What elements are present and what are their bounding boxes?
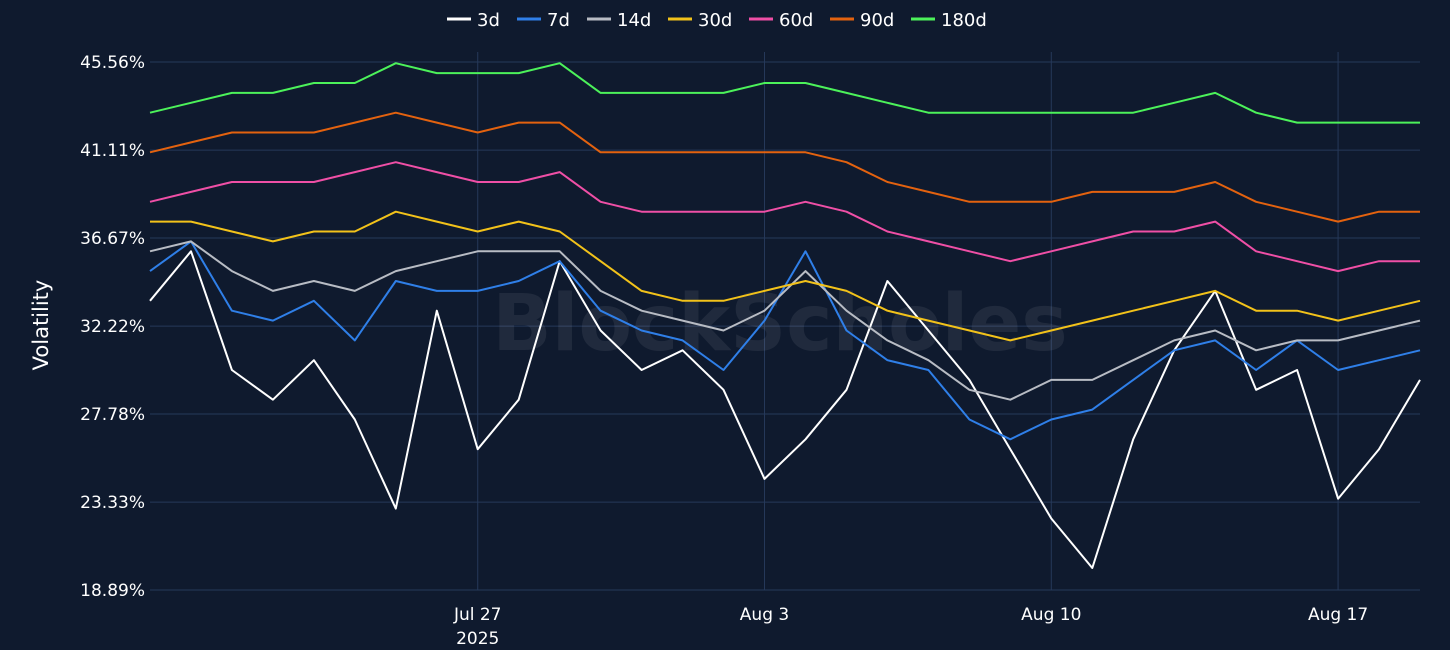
legend-item-30d[interactable]: 30d <box>668 10 732 31</box>
x-tick-sublabel: 2025 <box>456 629 499 649</box>
x-tick-label: Aug 10 <box>1021 605 1081 625</box>
x-tick-label: Jul 27 <box>453 605 502 625</box>
y-tick-label: 45.56% <box>80 53 145 73</box>
legend-item-7d[interactable]: 7d <box>517 10 570 31</box>
legend-label: 60d <box>779 10 813 31</box>
series-line-90d <box>149 111 1420 223</box>
legend-label: 3d <box>477 10 500 31</box>
y-axis-title: Volatility <box>29 280 53 371</box>
legend: 3d 7d 14d 30d 60d 90d 180d <box>447 10 987 31</box>
legend-label: 30d <box>698 10 732 31</box>
y-tick-label: 23.33% <box>80 493 145 513</box>
legend-label: 180d <box>941 10 987 31</box>
y-tick-label: 18.89% <box>80 581 145 601</box>
y-tick-label: 27.78% <box>80 405 145 425</box>
x-tick-label: Aug 17 <box>1308 605 1368 625</box>
legend-item-60d[interactable]: 60d <box>749 10 813 31</box>
series-line-14d <box>149 240 1421 401</box>
series-lines <box>149 62 1421 569</box>
series-line-60d <box>149 161 1420 273</box>
y-tick-label: 32.22% <box>80 317 145 337</box>
series-line-30d <box>150 210 1421 342</box>
series-line-3d <box>149 250 1421 569</box>
x-axis-tick-labels: Jul 27 2025 Aug 3 Aug 10 Aug 17 <box>453 605 1368 649</box>
legend-label: 7d <box>547 10 570 31</box>
series-line-180d <box>149 62 1420 124</box>
x-tick-label: Aug 3 <box>740 605 789 625</box>
y-axis-tick-labels: 18.89% 23.33% 27.78% 32.22% 36.67% 41.11% 45.5… <box>80 53 145 601</box>
y-tick-label: 36.67% <box>80 229 145 249</box>
y-tick-label: 41.11% <box>80 141 145 161</box>
legend-item-90d[interactable]: 90d <box>830 10 894 31</box>
legend-label: 14d <box>617 10 651 31</box>
legend-item-180d[interactable]: 180d <box>911 10 987 31</box>
legend-item-14d[interactable]: 14d <box>587 10 651 31</box>
legend-label: 90d <box>860 10 894 31</box>
legend-item-3d[interactable]: 3d <box>447 10 500 31</box>
